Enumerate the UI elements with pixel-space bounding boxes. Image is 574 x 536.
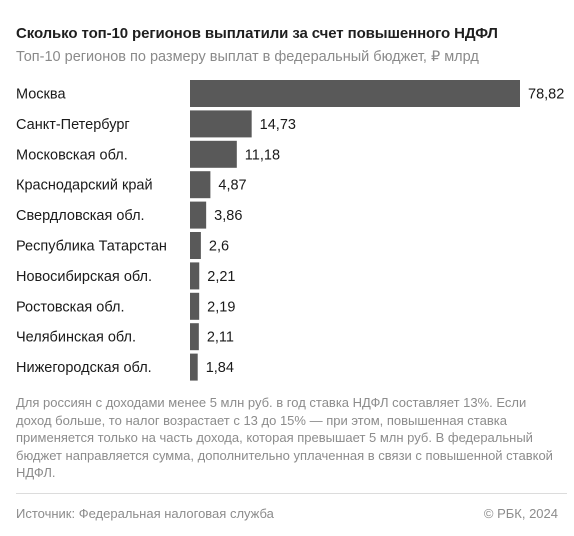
- value-label: 78,82: [528, 87, 564, 103]
- value-label: 2,6: [209, 239, 229, 255]
- bar-chart: Москва 78,82 Санкт-Петербург 14,73 Московска…: [16, 80, 564, 381]
- value-label: 1,84: [206, 360, 234, 376]
- footnote: Для россиян с доходами менее 5 млн руб. …: [16, 395, 553, 481]
- category-label: Московская обл.: [16, 147, 128, 163]
- bar: [190, 292, 200, 320]
- category-label: Республика Татарстан: [16, 239, 167, 255]
- category-label: Москва: [16, 87, 66, 103]
- bar: [190, 323, 199, 351]
- bar: [190, 171, 211, 199]
- copyright-text: © РБК, 2024: [483, 506, 558, 521]
- value-label: 3,86: [214, 208, 242, 224]
- category-label: Новосибирская обл.: [16, 269, 152, 285]
- value-label: 14,73: [260, 117, 296, 133]
- category-label: Ростовская обл.: [16, 299, 125, 315]
- category-label: Челябинская обл.: [16, 330, 136, 346]
- footer-divider: [16, 493, 567, 494]
- bar: [190, 353, 198, 381]
- bar: [190, 232, 201, 259]
- value-label: 2,19: [207, 299, 235, 315]
- category-label: Нижегородская обл.: [16, 360, 152, 376]
- value-label: 4,87: [218, 178, 246, 194]
- bar: [190, 110, 252, 138]
- bar: [190, 262, 200, 290]
- value-label: 2,21: [207, 269, 235, 285]
- bar: [190, 140, 237, 168]
- category-label: Санкт-Петербург: [16, 117, 130, 133]
- bar: [190, 201, 207, 229]
- bar: [190, 80, 520, 107]
- value-label: 2,11: [207, 330, 234, 346]
- source-text: Источник: Федеральная налоговая служба: [16, 506, 274, 521]
- value-label: 11,18: [245, 147, 280, 163]
- category-label: Свердловская обл.: [16, 208, 145, 224]
- chart-title: Сколько топ-10 регионов выплатили за сче…: [16, 25, 498, 42]
- chart-subtitle: Топ-10 регионов по размеру выплат в феде…: [16, 49, 479, 65]
- category-label: Краснодарский край: [16, 178, 153, 194]
